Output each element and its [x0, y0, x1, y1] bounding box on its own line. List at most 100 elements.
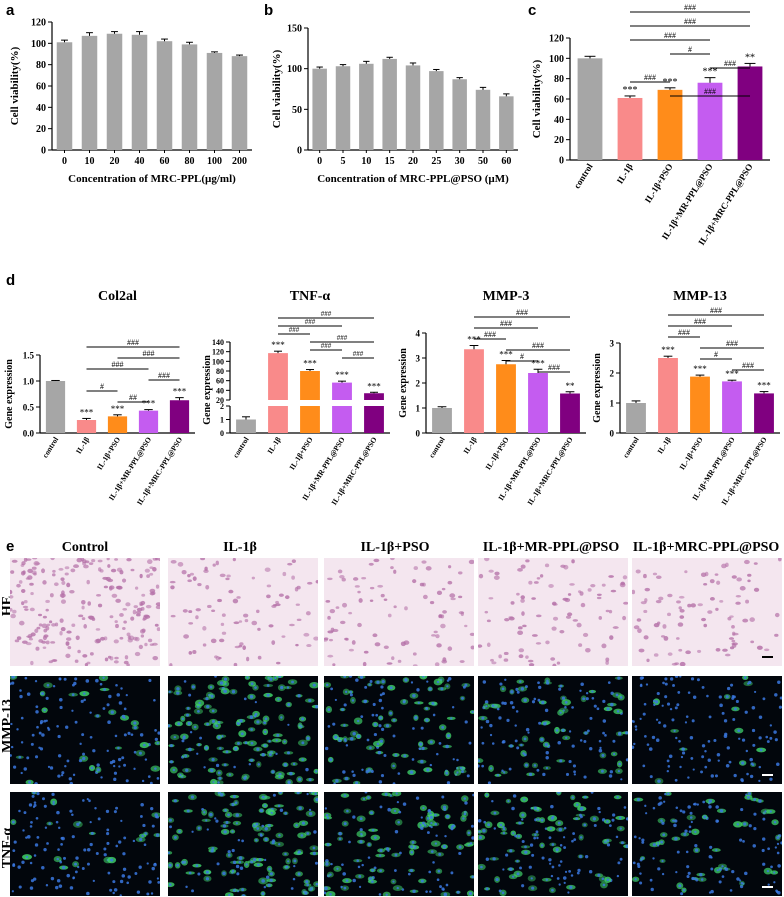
- he-cell: [114, 558, 119, 561]
- nucleus: [156, 777, 160, 780]
- nucleus: [748, 824, 752, 828]
- nucleus: [571, 839, 574, 843]
- he-cell: [138, 644, 144, 650]
- he-cell: [622, 575, 628, 580]
- nucleus: [275, 739, 278, 742]
- nucleus: [450, 717, 453, 720]
- y-tick-label: 80: [554, 74, 564, 85]
- he-cell: [488, 569, 494, 573]
- nucleus: [222, 871, 226, 876]
- he-cell: [122, 627, 126, 630]
- nucleus: [661, 821, 665, 825]
- nucleus: [296, 792, 300, 795]
- nucleus: [545, 766, 549, 770]
- he-cell: [610, 589, 617, 593]
- nucleus: [94, 806, 97, 810]
- nucleus: [520, 687, 525, 691]
- nucleus: [227, 813, 230, 817]
- nucleus: [177, 722, 181, 726]
- nucleus: [295, 823, 298, 827]
- nucleus: [74, 862, 78, 866]
- he-cell: [170, 614, 176, 618]
- nucleus: [593, 704, 597, 708]
- he-cell: [715, 647, 721, 652]
- he-cell: [386, 662, 393, 665]
- nucleus: [598, 748, 603, 753]
- nucleus: [769, 724, 773, 727]
- nucleus: [657, 802, 661, 806]
- nucleus: [719, 703, 723, 708]
- nucleus: [674, 676, 679, 678]
- nucleus: [540, 737, 544, 742]
- nucleus: [583, 739, 587, 743]
- nucleus: [380, 774, 385, 778]
- nucleus: [485, 887, 489, 891]
- nucleus: [362, 797, 366, 801]
- y-tick-label: 0: [297, 146, 302, 157]
- he-cell: [31, 570, 37, 575]
- nucleus: [71, 709, 74, 712]
- nucleus: [343, 886, 347, 890]
- he-cell: [527, 659, 534, 663]
- he-cell: [32, 558, 38, 560]
- nucleus: [716, 869, 719, 872]
- nucleus: [482, 680, 487, 684]
- bar-7: [475, 89, 491, 150]
- nucleus: [312, 851, 317, 856]
- nucleus: [243, 776, 247, 780]
- he-cell: [66, 637, 72, 641]
- nucleus: [176, 687, 180, 691]
- nucleus: [416, 688, 420, 692]
- nucleus: [284, 811, 288, 815]
- nucleus: [480, 726, 483, 729]
- nucleus: [215, 819, 219, 823]
- nucleus: [527, 731, 530, 734]
- nucleus: [567, 891, 570, 894]
- nucleus: [434, 842, 437, 845]
- nucleus: [478, 830, 481, 833]
- nucleus: [634, 728, 638, 731]
- he-cell: [289, 623, 295, 627]
- he-cell: [52, 569, 56, 573]
- he-cell: [234, 645, 240, 649]
- nucleus: [649, 775, 653, 779]
- significance-stars: ***: [111, 404, 125, 414]
- he-cell: [38, 639, 44, 643]
- nucleus: [373, 836, 377, 839]
- he-cell: [66, 630, 72, 634]
- he-cell: [716, 580, 721, 585]
- he-cell: [552, 616, 559, 621]
- nucleus: [421, 821, 426, 825]
- bar-3: [131, 34, 148, 150]
- nucleus: [620, 778, 623, 781]
- nucleus: [250, 758, 254, 762]
- he-cell: [70, 568, 76, 573]
- nucleus: [82, 799, 85, 802]
- nucleus: [26, 692, 31, 696]
- nucleus: [516, 746, 520, 750]
- he-cell: [38, 623, 43, 627]
- nucleus: [314, 861, 318, 865]
- micrograph-he-3: [478, 558, 628, 666]
- nucleus: [715, 819, 719, 823]
- nucleus: [464, 801, 468, 805]
- nucleus: [559, 860, 563, 863]
- nucleus: [773, 820, 777, 824]
- nucleus: [597, 873, 601, 877]
- nucleus: [378, 893, 382, 896]
- nucleus: [395, 792, 398, 795]
- nucleus: [367, 856, 371, 859]
- nucleus: [606, 839, 610, 842]
- he-cell: [551, 626, 557, 631]
- he-cell: [141, 593, 146, 597]
- he-cell: [192, 649, 197, 654]
- nucleus: [62, 856, 67, 860]
- nucleus: [485, 719, 490, 724]
- nucleus: [688, 825, 692, 829]
- y-axis-label: Gene expression: [592, 353, 603, 423]
- nucleus: [151, 824, 155, 828]
- nucleus: [701, 755, 705, 759]
- nucleus: [35, 710, 39, 714]
- col-label-il1b-pso: IL-1β+PSO: [360, 540, 430, 555]
- nucleus: [441, 725, 445, 729]
